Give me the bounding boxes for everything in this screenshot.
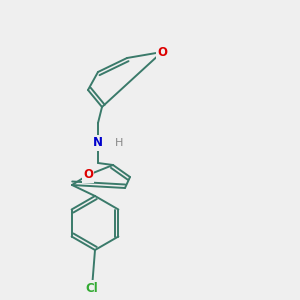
Text: H: H xyxy=(115,138,123,148)
Text: O: O xyxy=(157,46,167,59)
Text: N: N xyxy=(93,136,103,149)
Text: O: O xyxy=(83,169,93,182)
Text: Cl: Cl xyxy=(85,281,98,295)
